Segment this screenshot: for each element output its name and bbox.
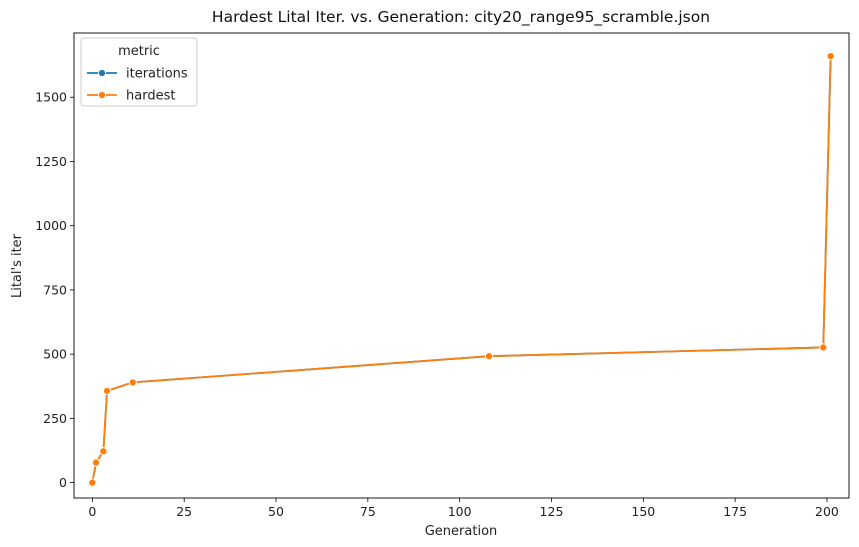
- x-tick-label: 25: [176, 504, 192, 519]
- series-layer: [88, 52, 835, 487]
- legend-item-hardest: hardest: [87, 89, 175, 104]
- x-tick-label: 0: [88, 504, 96, 519]
- y-axis-label: Lital's iter: [10, 233, 25, 298]
- data-point-hardest: [99, 447, 108, 456]
- chart-title: Hardest Lital Iter. vs. Generation: city…: [212, 8, 710, 27]
- y-axis-ticks: 0 250 500 750 1000 1250 1500: [35, 90, 74, 490]
- x-tick-label: 125: [540, 504, 564, 519]
- x-tick-label: 75: [360, 504, 376, 519]
- y-tick-label: 750: [43, 282, 67, 297]
- legend-marker: [97, 68, 107, 78]
- data-point-hardest: [128, 378, 137, 387]
- data-point-hardest: [88, 478, 97, 487]
- x-axis-label: Generation: [425, 524, 498, 539]
- y-tick-label: 1250: [35, 154, 67, 169]
- legend-label: iterations: [126, 67, 188, 82]
- y-tick-label: 0: [59, 475, 67, 490]
- x-tick-label: 100: [448, 504, 472, 519]
- data-point-hardest: [103, 386, 112, 395]
- data-point-hardest: [484, 352, 494, 361]
- data-point-hardest: [91, 458, 101, 467]
- x-axis-ticks: 0 25 50 75 100 125 150 175 200: [88, 498, 839, 519]
- legend-box: [80, 37, 198, 107]
- plot-area: [73, 32, 850, 499]
- x-tick-label: 175: [723, 504, 747, 519]
- data-point-hardest: [826, 52, 835, 61]
- legend-marker: [97, 90, 107, 100]
- x-tick-label: 150: [631, 504, 655, 519]
- y-tick-label: 250: [43, 411, 67, 426]
- legend-title: metric: [118, 44, 160, 59]
- x-tick-label: 50: [268, 504, 284, 519]
- series-hardest: [88, 52, 835, 487]
- y-tick-label: 500: [43, 347, 67, 362]
- legend-label: hardest: [126, 89, 175, 104]
- legend-item-iterations: iterations: [87, 67, 188, 82]
- y-tick-label: 1000: [35, 218, 67, 233]
- data-point-hardest: [819, 343, 828, 352]
- y-tick-label: 1500: [35, 90, 67, 105]
- legend: metric iterations hardest: [80, 37, 198, 107]
- x-tick-label: 200: [815, 504, 839, 519]
